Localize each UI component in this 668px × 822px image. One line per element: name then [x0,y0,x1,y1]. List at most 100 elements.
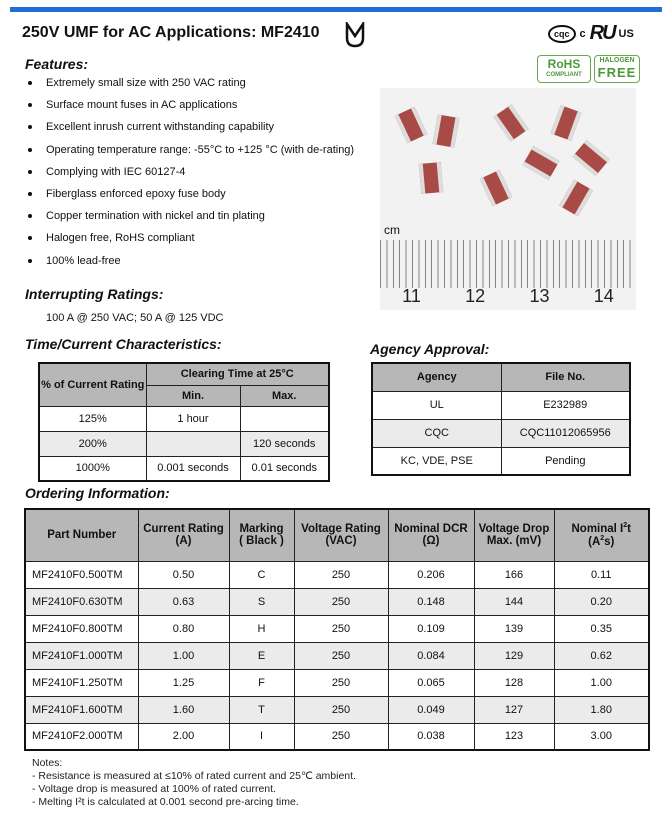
feature-item: Surface mount fuses in AC applications [28,99,237,111]
feature-text: Copper termination with nickel and tin p… [46,210,265,223]
agency-table: Agency File No. UL E232989 CQC CQC1101206595… [371,362,631,476]
table-row: MF2410F1.250TM 1.25 F 250 0.065 128 1.00 [24,668,650,697]
table-row: UL E232989 [371,390,631,420]
cqc-mark-icon: CQC [548,24,576,43]
page-title: 250V UMF for AC Applications: MF2410 [22,24,320,41]
cell-min: 1 hour [145,405,241,432]
fuse-chip [493,104,529,142]
cell-i2t: 1.00 [553,668,650,697]
rohs-text: RoHS [547,57,581,71]
cell-i2t: 0.20 [553,587,650,616]
cell-part: MF2410F1.000TM [24,641,139,670]
cell-part: MF2410F0.800TM [24,614,139,643]
ordering-table: Part Number Current Rating (A) Marking( B… [24,508,650,751]
cell-i2t: 0.35 [553,614,650,643]
cell-agency: KC, VDE, PSE [371,446,502,476]
cell-marking: I [228,722,295,751]
bullet-icon [28,147,32,152]
bullet-icon [28,103,32,108]
feature-text: Fiberglass enforced epoxy fuse body [46,188,226,200]
time-current-table: % of Current Rating Clearing Time at 25°C… [38,362,330,482]
ul-c-label: c [579,27,586,40]
cell-marking: F [228,668,295,697]
cell-part: MF2410F1.250TM [24,668,139,697]
cell-agency: CQC [371,418,502,448]
cell-dcr: 0.206 [387,560,475,589]
table-row: MF2410F1.600TM 1.60 T 250 0.049 127 1.80 [24,695,650,724]
cell-i2t: 0.62 [553,641,650,670]
cell-drop: 128 [473,668,555,697]
fuse-chip [432,114,460,148]
cell-marking: H [228,614,295,643]
col-rating: % of Current Rating [38,362,147,407]
cell-file: E232989 [500,390,631,420]
feature-text: Operating temperature range: -55°C to +1… [46,143,355,156]
cell-max [239,405,330,432]
col-current-rating: Current Rating (A) [137,508,230,562]
cell-current: 1.60 [137,695,230,724]
note-line: - Melting I²t is calculated at 0.001 sec… [32,796,299,808]
cell-dcr: 0.065 [387,668,475,697]
table-row: MF2410F0.630TM 0.63 S 250 0.148 144 0.20 [24,587,650,616]
col-clearing-time: Clearing Time at 25°C [145,362,330,386]
cell-max: 120 seconds [239,430,330,457]
col-voltage-rating: Voltage Rating (VAC) [293,508,389,562]
bullet-icon [28,236,32,241]
col-marking: Marking( Black ) [228,508,295,562]
cell-agency: UL [371,390,502,420]
cell-marking: C [228,560,295,589]
cell-i2t: 1.80 [553,695,650,724]
cell-rating: 1000% [38,455,147,482]
col-part-number: Part Number [24,508,139,562]
ul-mark-icon: RU [589,22,617,44]
cell-drop: 123 [473,722,555,751]
cell-i2t: 3.00 [553,722,650,751]
table-row: MF2410F0.500TM 0.50 C 250 0.206 166 0.11 [24,560,650,589]
cell-rating: 125% [38,405,147,432]
cell-dcr: 0.148 [387,587,475,616]
notes-heading: Notes: [32,757,63,769]
cell-current: 0.50 [137,560,230,589]
cell-current: 1.00 [137,641,230,670]
cell-voltage: 250 [293,641,389,670]
table-row: KC, VDE, PSE Pending [371,446,631,476]
littelfuse-logo-icon [345,22,365,48]
cell-part: MF2410F1.600TM [24,695,139,724]
header-rule [10,7,662,12]
note-line: - Voltage drop is measured at 100% of ra… [32,783,276,795]
cell-file: CQC11012065956 [500,418,631,448]
cell-marking: S [228,587,295,616]
interrupting-heading: Interrupting Ratings: [25,286,164,302]
feature-text: Halogen free, RoHS compliant [46,232,195,245]
cell-current: 0.80 [137,614,230,643]
ruler-label: 12 [465,286,486,306]
cell-i2t: 0.11 [553,560,650,589]
cell-part: MF2410F0.630TM [24,587,139,616]
cell-current: 0.63 [137,587,230,616]
fuse-chip [522,145,560,181]
col-nominal-i2t: Nominal I2t (A2s) [553,508,650,562]
cell-part: MF2410F2.000TM [24,722,139,751]
cell-min [145,430,241,457]
col-max: Max. [239,384,330,407]
fuse-chip [550,105,582,141]
cell-current: 2.00 [137,722,230,751]
cell-max: 0.01 seconds [239,455,330,482]
feature-item: Excellent inrush current withstanding ca… [28,121,274,133]
bullet-icon [28,192,32,196]
bullet-icon [28,125,32,130]
ul-us-label: US [618,27,634,40]
table-row: 1000% 0.001 seconds 0.01 seconds [38,455,330,482]
cell-rating: 200% [38,430,147,457]
cell-drop: 166 [473,560,555,589]
feature-item: 100% lead-free [28,255,121,267]
cell-dcr: 0.038 [387,722,475,751]
feature-text: Complying with IEC 60127-4 [46,165,186,178]
cell-voltage: 250 [293,614,389,643]
cell-part: MF2410F0.500TM [24,560,139,589]
cell-dcr: 0.084 [387,641,475,670]
bullet-icon [28,214,32,219]
halogen-text: HALOGEN [599,57,635,64]
fuse-chip [394,106,428,144]
ruler-label: 14 [593,286,614,306]
